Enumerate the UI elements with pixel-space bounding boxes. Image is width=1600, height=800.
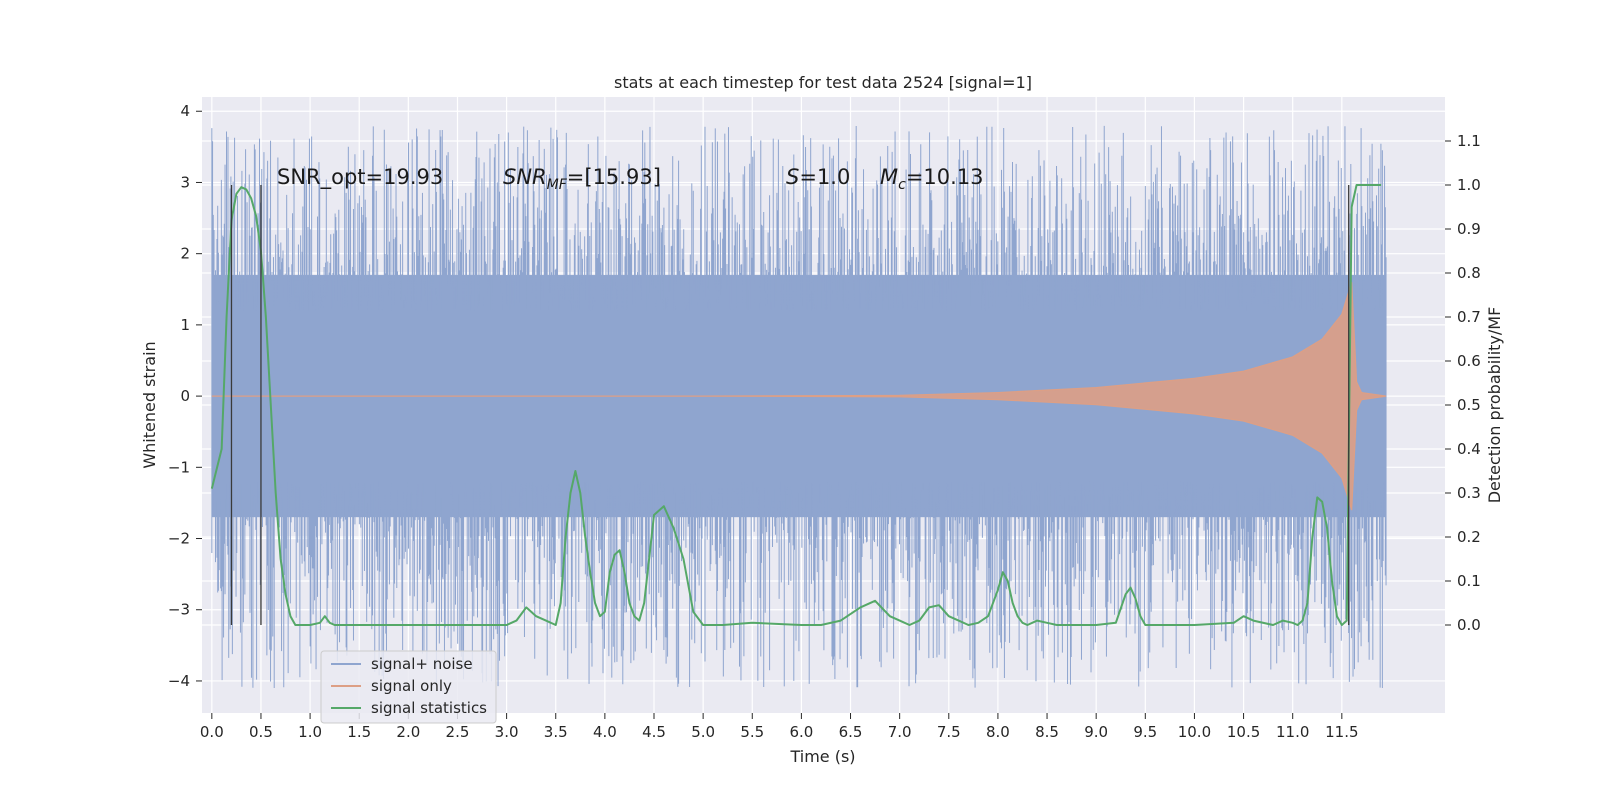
annotation-snr-mf: SNRMF=[15.93] — [503, 165, 661, 193]
signal-statistics-series — [210, 184, 1382, 626]
y-tick-label: 4 — [180, 102, 190, 120]
x-tick-label: 3.0 — [495, 723, 519, 741]
y-axis-ticks: 4 3 2 1 0 −1 −2 −3 −4 — [168, 102, 202, 690]
x-tick-label: 0.0 — [200, 723, 224, 741]
legend-box — [320, 650, 497, 724]
y2-tick-label: 0.3 — [1457, 484, 1481, 502]
y2-axis-ticks: 1.1 1.0 0.9 0.8 0.7 0.6 0.5 0.4 0.3 0.2 0.1 0.0 — [1445, 132, 1481, 634]
signal-only-envelope — [211, 281, 1387, 511]
annotations: SNR_opt=19.93 SNRMF=[15.93] S=1.0 Mc=10.… — [277, 165, 984, 193]
y-tick-label: −4 — [168, 672, 190, 690]
annotation-mc: Mc=10.13 — [880, 165, 984, 193]
y-tick-label: 2 — [180, 245, 190, 263]
x-tick-label: 1.5 — [347, 723, 371, 741]
y-tick-label: 1 — [180, 316, 190, 334]
x-tick-label: 9.0 — [1084, 723, 1108, 741]
x-tick-label: 7.0 — [888, 723, 912, 741]
y2-tick-label: 0.7 — [1457, 308, 1481, 326]
y2-tick-label: 0.1 — [1457, 572, 1481, 590]
x-tick-label: 4.0 — [593, 723, 617, 741]
y2-tick-label: 0.2 — [1457, 528, 1481, 546]
x-tick-label: 1.0 — [298, 723, 322, 741]
x-tick-label: 0.5 — [249, 723, 273, 741]
y-tick-label: 3 — [180, 173, 190, 191]
legend-entry-statistics: signal statistics — [371, 699, 487, 717]
x-tick-label: 6.5 — [839, 723, 863, 741]
y2-axis-label: Detection probability/MF — [1485, 307, 1504, 504]
x-tick-label: 11.5 — [1325, 723, 1358, 741]
x-tick-label: 5.0 — [691, 723, 715, 741]
annotation-snr-opt: SNR_opt=19.93 — [277, 165, 443, 190]
legend-entry-noise: signal+ noise — [371, 655, 473, 673]
x-tick-label: 10.0 — [1178, 723, 1211, 741]
y2-tick-label: 1.1 — [1457, 132, 1481, 150]
y-axis-label: Whitened strain — [140, 341, 159, 468]
x-tick-label: 5.5 — [740, 723, 764, 741]
x-tick-label: 8.0 — [986, 723, 1010, 741]
y-tick-label: −1 — [168, 458, 190, 476]
y2-tick-label: 0.0 — [1457, 616, 1481, 634]
x-tick-label: 11.0 — [1276, 723, 1309, 741]
y2-tick-label: 0.4 — [1457, 440, 1481, 458]
y2-tick-label: 0.9 — [1457, 220, 1481, 238]
x-tick-label: 2.5 — [446, 723, 470, 741]
annotation-s: S=1.0 — [786, 165, 850, 189]
y-tick-label: −2 — [168, 530, 190, 548]
y2-tick-label: 1.0 — [1457, 176, 1481, 194]
x-tick-label: 2.0 — [396, 723, 420, 741]
signal-statistics-line — [210, 184, 1382, 626]
detection-markers — [230, 185, 1350, 625]
y-tick-label: 0 — [180, 387, 190, 405]
y2-tick-label: 0.6 — [1457, 352, 1481, 370]
signal-only-series — [211, 281, 1387, 511]
y-tick-label: −3 — [168, 601, 190, 619]
x-tick-label: 4.5 — [642, 723, 666, 741]
x-tick-label: 6.0 — [789, 723, 813, 741]
chart-title: stats at each timestep for test data 252… — [614, 73, 1032, 92]
y2-tick-label: 0.5 — [1457, 396, 1481, 414]
y2-tick-label: 0.8 — [1457, 264, 1481, 282]
x-tick-label: 9.5 — [1133, 723, 1157, 741]
legend-entry-signal: signal only — [371, 677, 452, 695]
x-axis-label: Time (s) — [789, 747, 855, 766]
x-tick-label: 10.5 — [1227, 723, 1260, 741]
x-tick-label: 3.5 — [544, 723, 568, 741]
x-tick-label: 7.5 — [937, 723, 961, 741]
legend: signal+ noise signal only signal statist… — [320, 650, 497, 724]
x-axis-ticks: 0.0 0.5 1.0 1.5 2.0 2.5 3.0 3.5 4.0 4.5 5.0 5.5 6.0 6… — [200, 713, 1359, 741]
x-tick-label: 8.5 — [1035, 723, 1059, 741]
